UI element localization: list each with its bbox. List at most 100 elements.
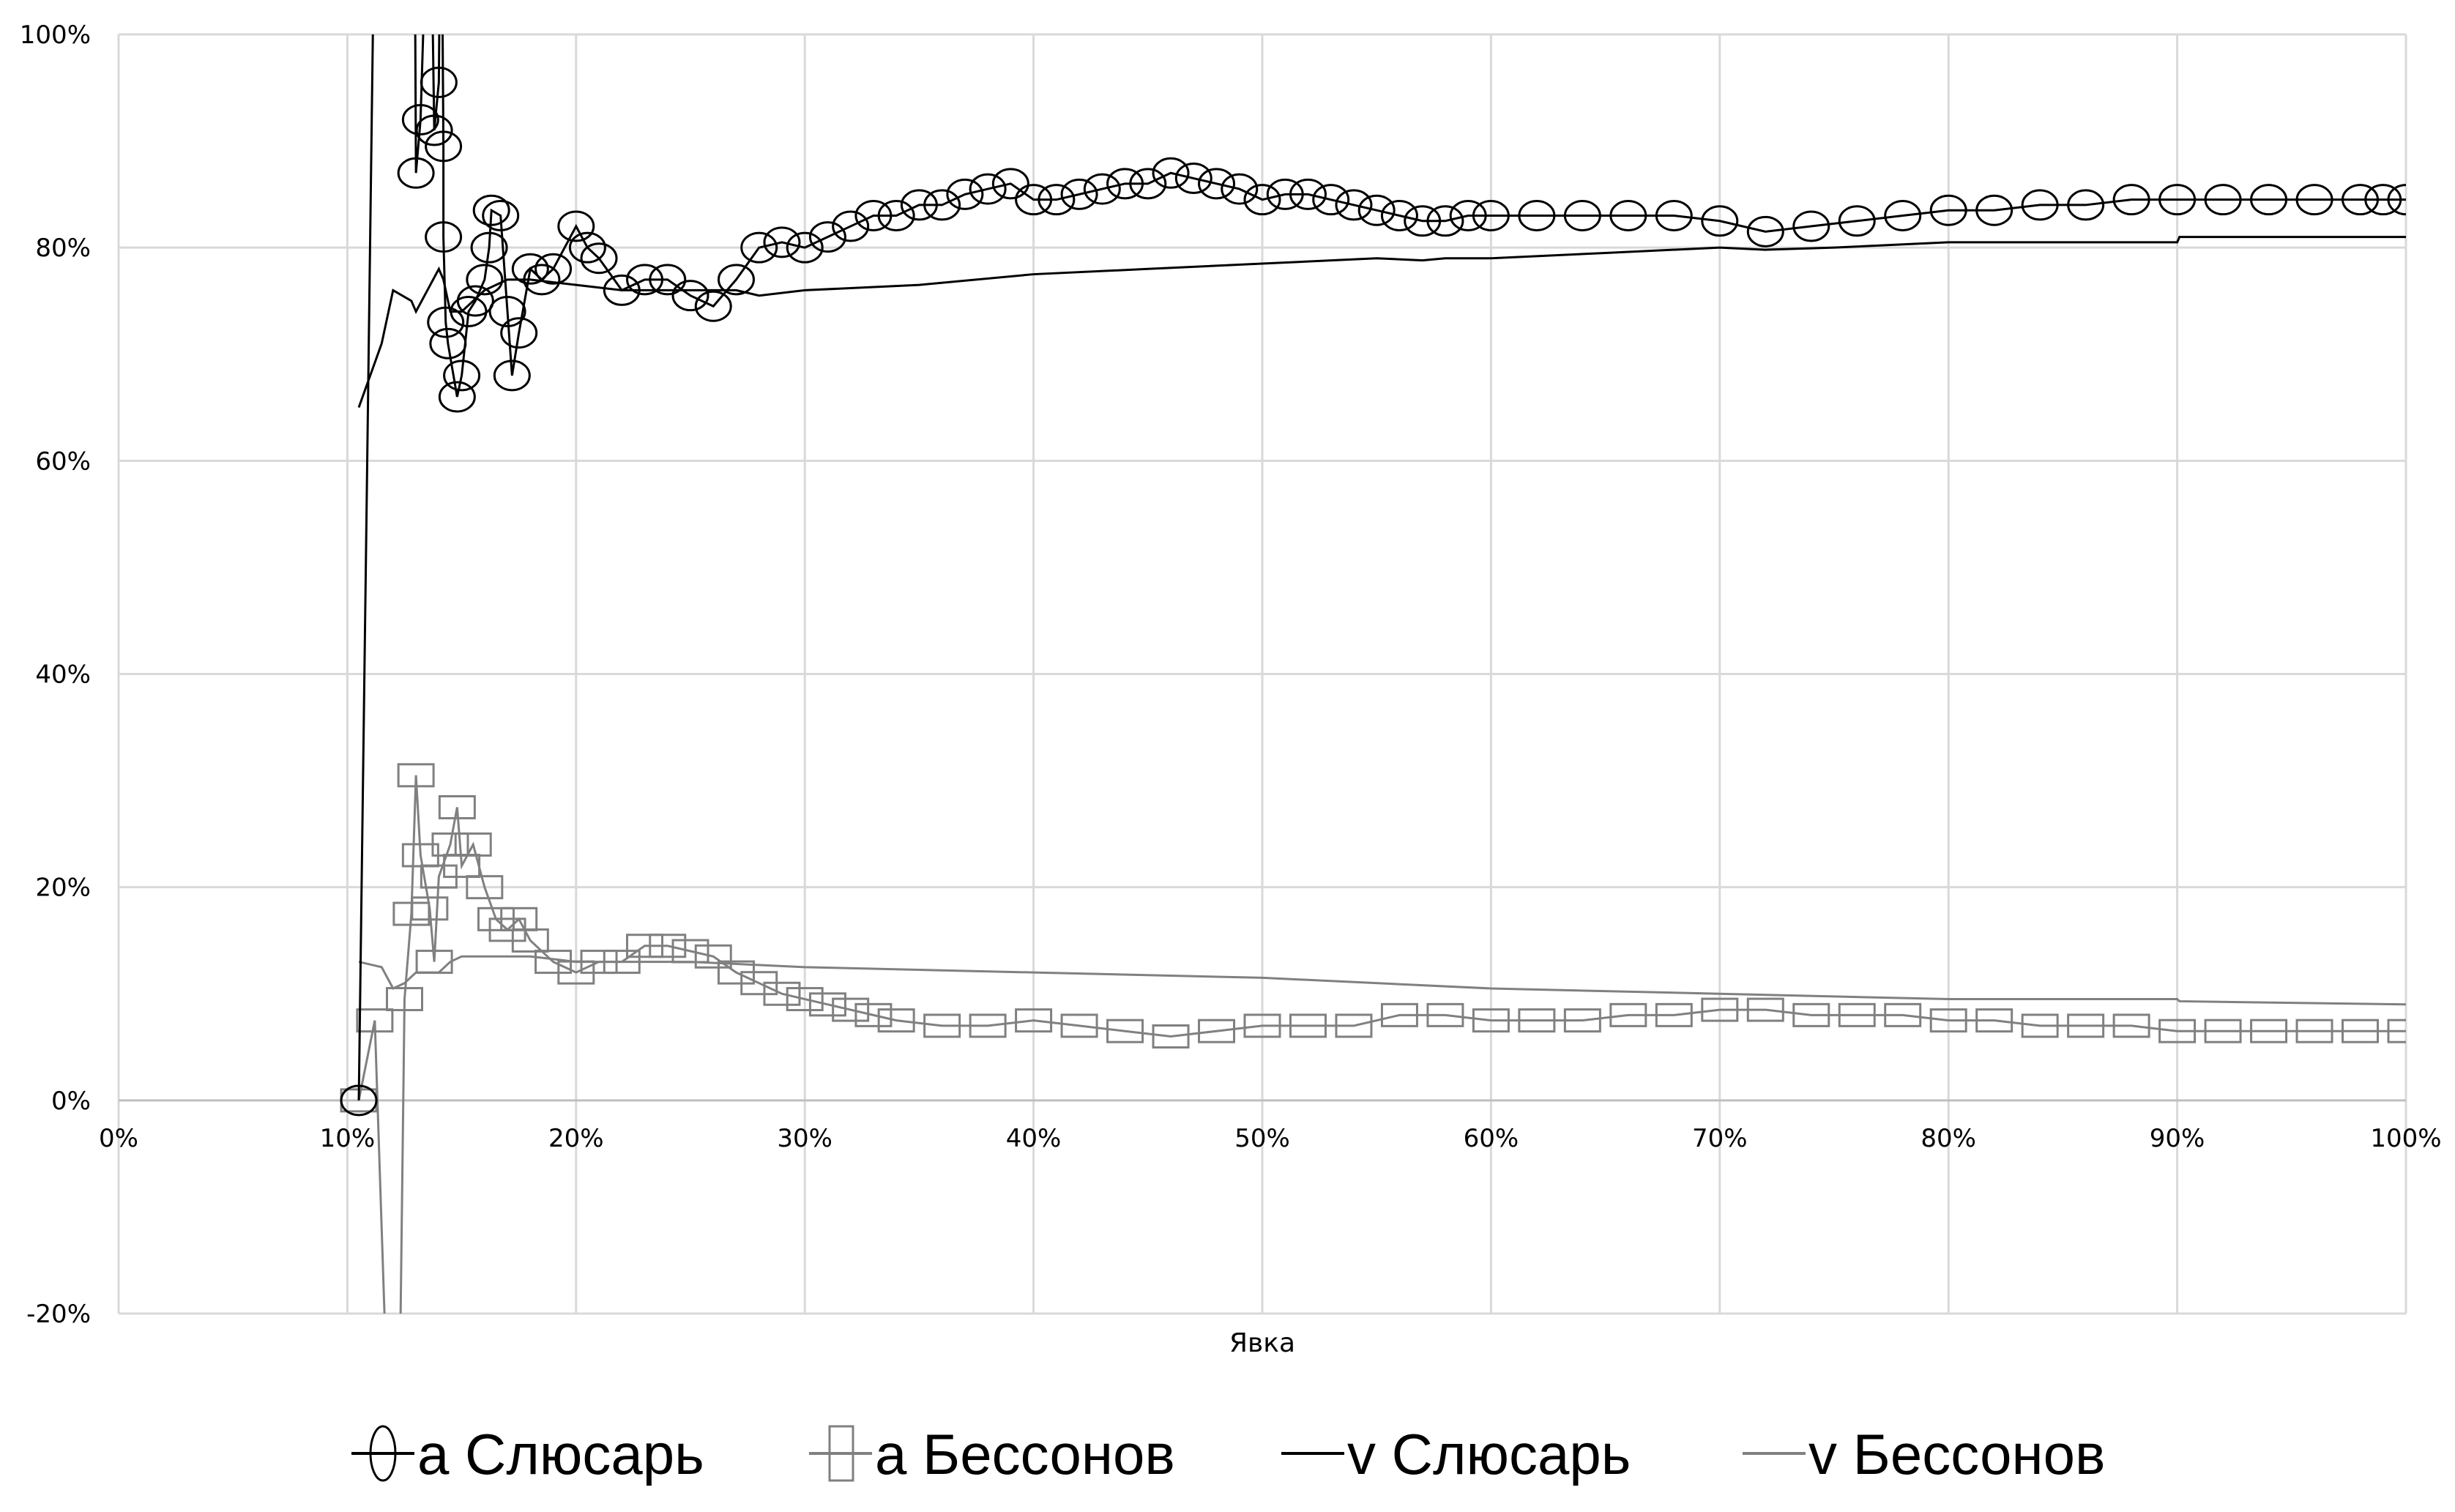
data-point: [1472, 199, 1510, 231]
data-point: [832, 997, 870, 1022]
data-point: [1289, 1013, 1327, 1038]
data-point: [1335, 1013, 1373, 1038]
data-point: [420, 67, 458, 99]
gridlines: [117, 33, 2407, 1315]
data-point: [2364, 184, 2402, 216]
x-tick-label: 50%: [1234, 1124, 1290, 1153]
data-point: [900, 189, 938, 221]
data-point: [401, 103, 439, 135]
data-point: [786, 987, 824, 1012]
data-point: [1609, 199, 1647, 231]
data-point: [580, 950, 618, 975]
data-point: [2112, 184, 2150, 216]
data-point: [1563, 199, 1601, 231]
data-point: [443, 360, 481, 392]
data-point: [1792, 210, 1830, 242]
data-point: [2067, 189, 2105, 221]
data-point: [386, 987, 423, 1012]
data-point: [2250, 184, 2288, 216]
data-point: [425, 130, 463, 163]
data-point: [854, 199, 893, 231]
data-point: [877, 199, 915, 231]
data-point: [1198, 168, 1236, 200]
data-point: [1174, 163, 1212, 195]
data-point: [2067, 1013, 2105, 1038]
data-point: [2387, 184, 2406, 216]
data-point: [415, 114, 453, 146]
data-point: [2204, 184, 2242, 216]
data-point: [1243, 184, 1281, 216]
data-point: [427, 306, 465, 338]
y-tick-label: 100%: [20, 21, 91, 50]
x-tick-label: 40%: [1006, 1124, 1062, 1153]
legend: a Слюсарь a Бессонов v Слюсарь v Бессонов: [351, 1422, 2105, 1486]
data-point: [740, 231, 778, 264]
series-v-бессонов: [358, 955, 2406, 1006]
legend-label: v Бессонов: [1808, 1422, 2105, 1486]
data-point: [1701, 205, 1739, 237]
legend-label: a Бессонов: [875, 1422, 1175, 1486]
data-point: [411, 896, 449, 921]
legend-item: a Слюсарь: [351, 1422, 704, 1486]
data-point: [717, 264, 755, 296]
data-point: [2112, 1013, 2150, 1038]
y-tick-label: 40%: [35, 660, 91, 690]
data-point: [1884, 199, 1922, 231]
data-point: [340, 1084, 378, 1117]
data-point: [603, 274, 641, 306]
data-point: [429, 327, 467, 360]
series-line: [357, 34, 2406, 1101]
data-point: [466, 875, 504, 900]
data-point: [2021, 1013, 2059, 1038]
data-point: [1472, 1008, 1510, 1033]
data-point: [1838, 1002, 1876, 1027]
data-point: [456, 285, 494, 317]
data-point: [1015, 184, 1053, 216]
data-point: [1106, 168, 1144, 200]
data-point: [2021, 189, 2059, 221]
data-point: [438, 794, 476, 819]
data-point: [511, 928, 549, 953]
data-point: [763, 226, 801, 258]
data-point: [425, 221, 463, 253]
data-point: [946, 178, 984, 210]
data-point: [2342, 1018, 2380, 1043]
data-point: [1838, 205, 1876, 237]
x-tick-label: 70%: [1692, 1124, 1748, 1153]
data-point: [1221, 173, 1259, 205]
data-point: [969, 1013, 1007, 1038]
data-point: [493, 360, 531, 392]
data-point: [649, 264, 687, 296]
data-point: [580, 242, 618, 275]
data-point: [1198, 1018, 1236, 1043]
data-point: [1312, 184, 1350, 216]
data-point: [1404, 205, 1442, 237]
data-point: [1266, 178, 1304, 210]
data-point: [2204, 1018, 2242, 1043]
data-point: [1426, 1002, 1464, 1027]
legend-item: v Бессонов: [1743, 1422, 2105, 1486]
x-tick-label: 20%: [548, 1124, 604, 1153]
data-point: [1426, 205, 1464, 237]
data-point: [877, 1008, 915, 1033]
legend-item: a Бессонов: [809, 1422, 1175, 1486]
data-point: [1746, 997, 1784, 1022]
data-point: [534, 253, 573, 285]
x-tick-label: 100%: [2370, 1124, 2441, 1153]
data-point: [2295, 184, 2333, 216]
data-point: [1884, 1002, 1922, 1027]
data-point: [2158, 1018, 2197, 1043]
data-point: [1449, 199, 1487, 231]
series-layer: [340, 34, 2406, 1314]
data-point: [808, 221, 846, 253]
data-point: [1792, 1002, 1830, 1027]
data-point: [1083, 173, 1121, 205]
data-point: [1152, 1024, 1190, 1049]
data-point: [415, 950, 453, 975]
data-point: [1106, 1018, 1144, 1043]
data-point: [1060, 178, 1098, 210]
data-point: [1929, 1008, 1967, 1033]
y-tick-label: -20%: [26, 1300, 91, 1329]
